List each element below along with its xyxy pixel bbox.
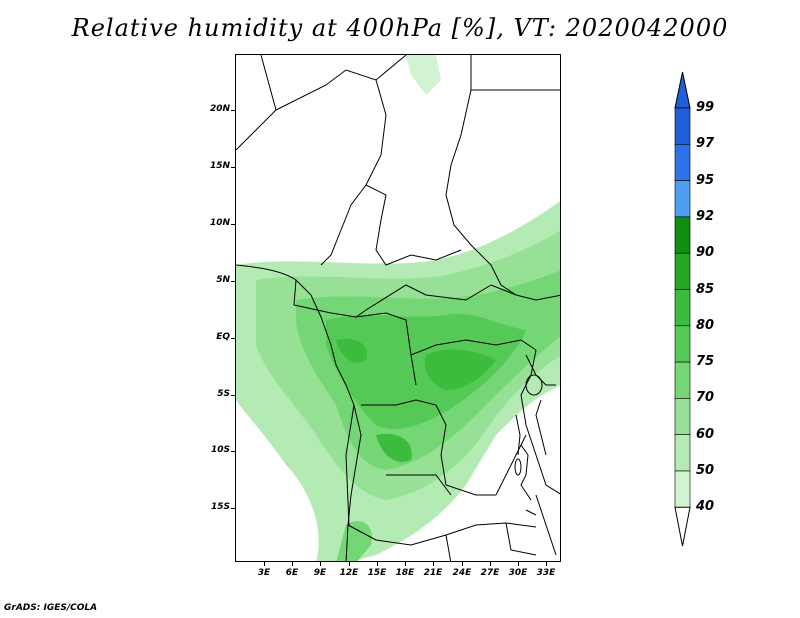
lat-label-5s: 5S bbox=[217, 389, 230, 399]
colorbar bbox=[668, 70, 698, 550]
humidity-map bbox=[236, 55, 560, 561]
lon-label-27e: 27E bbox=[480, 568, 500, 578]
colorbar-label-40: 40 bbox=[696, 499, 715, 515]
lon-tick bbox=[377, 562, 378, 566]
colorbar-segment bbox=[674, 252, 691, 290]
map-frame bbox=[235, 54, 561, 562]
lat-tick bbox=[231, 508, 235, 509]
credit-text: GrADS: IGES/COLA bbox=[4, 603, 98, 613]
lon-label-3e: 3E bbox=[257, 568, 271, 578]
lat-tick bbox=[231, 110, 235, 111]
lakes bbox=[514, 374, 543, 516]
lon-tick bbox=[490, 562, 491, 566]
colorbar-label-70: 70 bbox=[696, 390, 715, 406]
lat-tick bbox=[231, 395, 235, 396]
colorbar-label-85: 85 bbox=[696, 281, 715, 297]
colorbar-segment bbox=[674, 144, 691, 181]
lat-label-15s: 15S bbox=[210, 502, 230, 512]
colorbar-segment bbox=[674, 216, 691, 254]
lon-label-18e: 18E bbox=[395, 568, 415, 578]
lat-tick bbox=[231, 451, 235, 452]
colorbar-label-99: 99 bbox=[696, 100, 715, 115]
lat-label-20n: 20N bbox=[209, 104, 230, 114]
lon-label-30e: 30E bbox=[508, 568, 528, 578]
colorbar-segment bbox=[674, 325, 691, 363]
colorbar-segment bbox=[674, 398, 691, 435]
colorbar-segment bbox=[674, 361, 691, 399]
lon-tick bbox=[518, 562, 519, 566]
lat-tick bbox=[231, 338, 235, 339]
lon-tick bbox=[292, 562, 293, 566]
lat-tick bbox=[231, 224, 235, 225]
colorbar-label-50: 50 bbox=[696, 463, 715, 478]
lat-tick bbox=[231, 167, 235, 168]
lon-label-24e: 24E bbox=[452, 568, 472, 578]
lon-label-15e: 15E bbox=[367, 568, 387, 578]
colorbar-label-95: 95 bbox=[696, 172, 715, 188]
lon-tick bbox=[320, 562, 321, 566]
lat-tick bbox=[231, 281, 235, 282]
colorbar-segment bbox=[674, 434, 691, 472]
lon-tick bbox=[349, 562, 350, 566]
colorbar-label-97: 97 bbox=[696, 136, 715, 152]
lon-tick bbox=[462, 562, 463, 566]
colorbar-segment bbox=[674, 107, 691, 145]
lon-tick bbox=[264, 562, 265, 566]
colorbar-segment bbox=[674, 470, 691, 508]
humidity-field bbox=[236, 55, 560, 561]
lon-tick bbox=[433, 562, 434, 566]
colorbar-label-92: 92 bbox=[696, 208, 715, 224]
colorbar-graphic bbox=[674, 71, 691, 547]
map-title: Relative humidity at 400hPa [%], VT: 202… bbox=[71, 14, 729, 42]
lat-label-eq: EQ bbox=[216, 332, 230, 342]
lon-tick bbox=[546, 562, 547, 566]
lon-label-9e: 9E bbox=[313, 568, 327, 578]
colorbar-label-80: 80 bbox=[696, 317, 715, 333]
colorbar-label-90: 90 bbox=[696, 245, 715, 261]
colorbar-segment bbox=[674, 180, 691, 218]
colorbar-label-60: 60 bbox=[696, 426, 715, 442]
colorbar-top-arrow bbox=[674, 71, 691, 109]
country-borders bbox=[236, 55, 560, 561]
lat-label-10n: 10N bbox=[209, 218, 230, 228]
lon-label-33e: 33E bbox=[536, 568, 556, 578]
colorbar-bottom-arrow bbox=[674, 506, 691, 547]
lon-label-12e: 12E bbox=[339, 568, 359, 578]
lat-label-15n: 15N bbox=[209, 161, 230, 171]
lon-tick bbox=[405, 562, 406, 566]
lon-label-6e: 6E bbox=[285, 568, 299, 578]
lat-label-10s: 10S bbox=[210, 445, 230, 455]
colorbar-label-75: 75 bbox=[696, 354, 715, 370]
colorbar-segment bbox=[674, 289, 691, 327]
lon-label-21e: 21E bbox=[423, 568, 443, 578]
lat-label-5n: 5N bbox=[216, 275, 230, 285]
